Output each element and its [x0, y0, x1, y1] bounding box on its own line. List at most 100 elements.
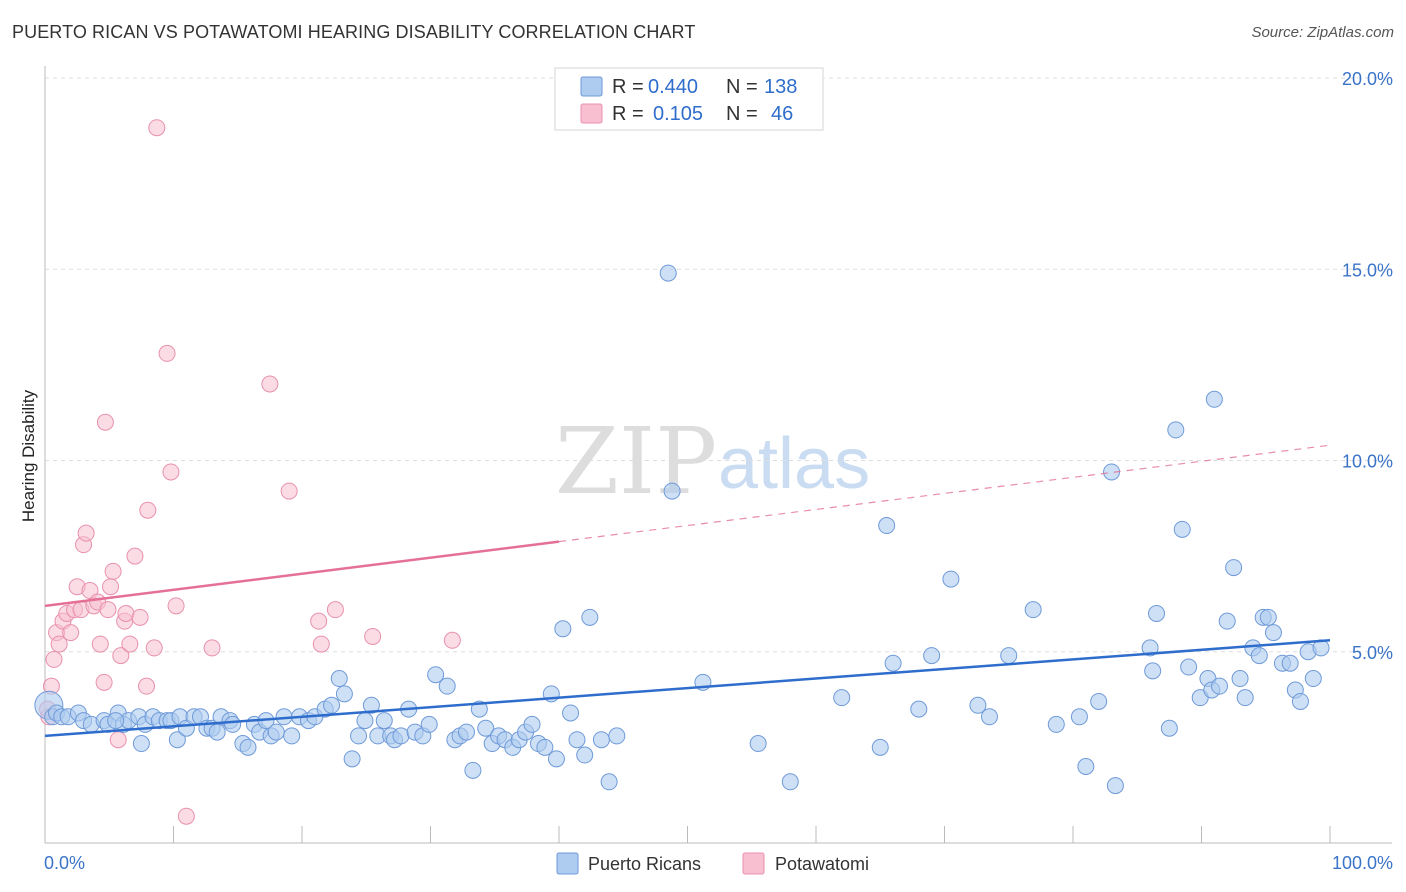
data-point-puerto-ricans — [1205, 390, 1223, 408]
data-point-puerto-ricans — [1281, 654, 1299, 672]
trend-lines — [44, 444, 1331, 738]
data-point-potawatomi — [261, 375, 279, 393]
data-point-potawatomi — [162, 463, 180, 481]
puerto-ricans-points — [34, 264, 1330, 795]
data-point-puerto-ricans — [980, 708, 998, 726]
data-point-potawatomi — [95, 673, 113, 691]
legend-n-value: 46 — [771, 103, 793, 125]
data-point-potawatomi — [145, 639, 163, 657]
x-tick-label: 0.0% — [44, 853, 85, 873]
data-point-puerto-ricans — [1231, 670, 1249, 688]
bottom-legend-swatch-puerto-ricans — [556, 852, 579, 875]
data-point-potawatomi — [203, 639, 221, 657]
data-point-puerto-ricans — [335, 685, 353, 703]
data-point-potawatomi — [131, 608, 149, 626]
data-point-puerto-ricans — [1180, 658, 1198, 676]
data-point-potawatomi — [50, 635, 68, 653]
data-point-potawatomi — [121, 635, 139, 653]
legend-r-value: 0.105 — [653, 103, 703, 125]
data-point-puerto-ricans — [1141, 639, 1159, 657]
bottom-legend-label-potawatomi: Potawatomi — [775, 854, 869, 874]
data-point-puerto-ricans — [1173, 520, 1191, 538]
data-point-puerto-ricans — [420, 715, 438, 733]
data-point-puerto-ricans — [350, 727, 368, 745]
data-point-puerto-ricans — [208, 723, 226, 741]
data-point-puerto-ricans — [1291, 692, 1309, 710]
data-point-puerto-ricans — [1304, 670, 1322, 688]
chart-title: PUERTO RICAN VS POTAWATOMI HEARING DISAB… — [12, 22, 696, 42]
legend-n-value: 138 — [764, 76, 797, 98]
data-point-puerto-ricans — [1167, 421, 1185, 439]
data-point-puerto-ricans — [547, 750, 565, 768]
data-point-potawatomi — [280, 482, 298, 500]
data-point-puerto-ricans — [536, 738, 554, 756]
bottom-legend: Puerto Ricans Potawatomi — [556, 852, 869, 875]
y-tick-label: 10.0% — [1342, 452, 1393, 472]
data-point-puerto-ricans — [781, 773, 799, 791]
data-point-puerto-ricans — [871, 738, 889, 756]
data-point-puerto-ricans — [362, 696, 380, 714]
y-tick-label: 20.0% — [1342, 69, 1393, 89]
data-point-potawatomi — [139, 501, 157, 519]
data-point-potawatomi — [112, 647, 130, 665]
data-point-puerto-ricans — [1210, 677, 1228, 695]
data-point-puerto-ricans — [464, 761, 482, 779]
legend-swatch-potawatomi — [580, 103, 603, 124]
watermark-zip: ZIP — [555, 408, 717, 515]
data-point-puerto-ricans — [427, 666, 445, 684]
data-point-puerto-ricans — [568, 731, 586, 749]
data-point-puerto-ricans — [1000, 647, 1018, 665]
data-point-potawatomi — [364, 627, 382, 645]
watermark-atlas: atlas — [718, 424, 870, 504]
data-point-potawatomi — [443, 631, 461, 649]
data-point-potawatomi — [312, 635, 330, 653]
legend-n-label: N = — [726, 76, 758, 98]
data-point-puerto-ricans — [942, 570, 960, 588]
data-point-puerto-ricans — [562, 704, 580, 722]
data-point-potawatomi — [99, 601, 117, 619]
data-point-puerto-ricans — [581, 608, 599, 626]
data-point-puerto-ricans — [356, 712, 374, 730]
data-point-puerto-ricans — [1070, 708, 1088, 726]
data-point-puerto-ricans — [1236, 689, 1254, 707]
data-point-potawatomi — [91, 635, 109, 653]
data-point-potawatomi — [148, 119, 166, 137]
data-point-puerto-ricans — [592, 731, 610, 749]
data-point-puerto-ricans — [749, 735, 767, 753]
data-point-potawatomi — [117, 605, 135, 622]
data-point-puerto-ricans — [375, 712, 393, 730]
data-point-potawatomi — [158, 344, 176, 362]
y-axis-title: Hearing Disability — [19, 389, 38, 522]
data-point-puerto-ricans — [477, 719, 495, 737]
legend-r-label: R = — [612, 103, 644, 125]
bottom-legend-label-puerto-ricans: Puerto Ricans — [588, 854, 701, 874]
data-point-potawatomi — [104, 562, 122, 580]
trend-line-puerto-ricans — [44, 639, 1331, 738]
data-point-potawatomi — [109, 731, 127, 749]
data-point-puerto-ricans — [884, 654, 902, 672]
legend: R = 0.440 N = 138 R = 0.105 N = 46 — [554, 67, 824, 131]
legend-swatch-puerto-ricans — [580, 76, 603, 97]
data-point-puerto-ricans — [107, 712, 125, 730]
data-point-puerto-ricans — [1259, 608, 1277, 626]
grid-lines — [45, 77, 1392, 653]
data-point-puerto-ricans — [343, 750, 361, 768]
legend-n-label: N = — [726, 103, 758, 125]
data-point-puerto-ricans — [878, 517, 896, 535]
potawatomi-points — [39, 119, 461, 825]
data-point-potawatomi — [138, 677, 156, 695]
data-point-potawatomi — [45, 650, 63, 668]
data-point-puerto-ricans — [267, 723, 285, 741]
data-point-puerto-ricans — [392, 727, 410, 745]
data-point-puerto-ricans — [608, 727, 626, 745]
data-point-puerto-ricans — [1225, 559, 1243, 577]
data-point-puerto-ricans — [1264, 624, 1282, 642]
bottom-legend-swatch-potawatomi — [742, 852, 765, 875]
data-point-puerto-ricans — [969, 696, 987, 714]
legend-r-label: R = — [612, 76, 644, 98]
data-point-potawatomi — [177, 807, 195, 825]
data-point-puerto-ricans — [438, 677, 456, 695]
data-point-puerto-ricans — [1144, 662, 1162, 680]
data-point-puerto-ricans — [1077, 758, 1095, 775]
